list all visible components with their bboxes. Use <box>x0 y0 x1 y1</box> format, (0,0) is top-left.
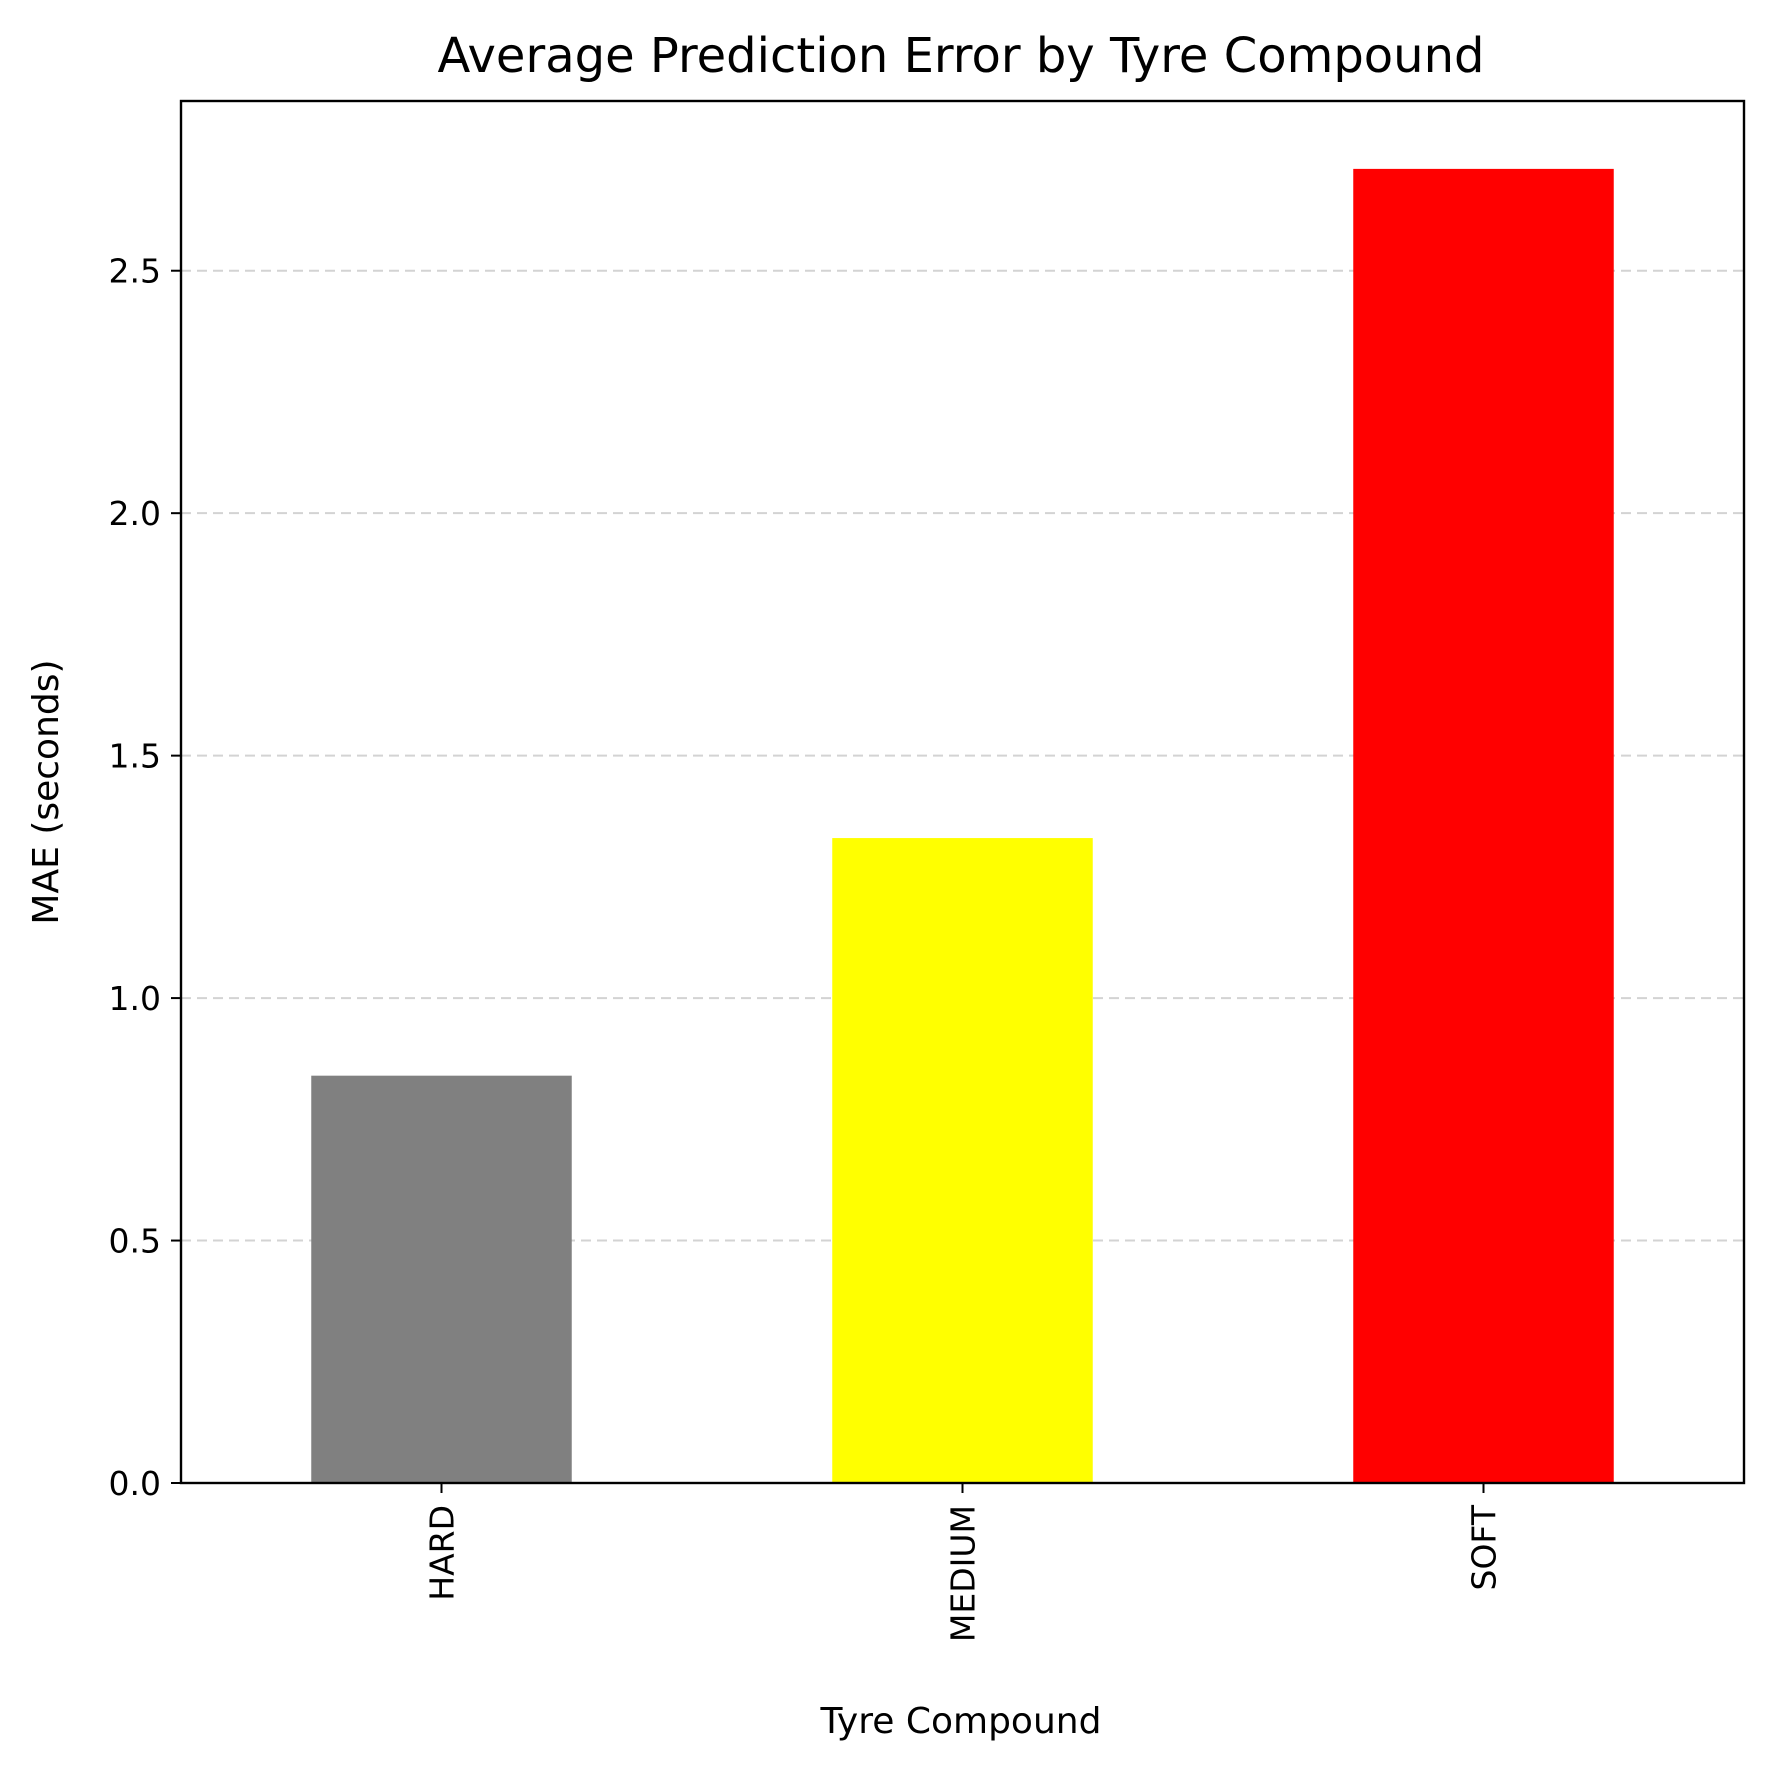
x-tick-label: HARD <box>423 1505 462 1601</box>
y-tick-label: 1.5 <box>109 737 161 776</box>
bar-soft <box>1353 168 1614 1484</box>
y-tick-label: 0.0 <box>109 1464 161 1503</box>
y-tick-label: 2.5 <box>109 252 161 291</box>
y-tick-label: 2.0 <box>109 494 161 533</box>
x-tick-label: MEDIUM <box>944 1505 983 1642</box>
y-tick-label: 0.5 <box>109 1222 161 1261</box>
x-axis-label: Tyre Compound <box>820 1701 1102 1742</box>
chart-title: Average Prediction Error by Tyre Compoun… <box>438 28 1485 84</box>
bar-hard <box>311 1075 572 1483</box>
x-tick-label: SOFT <box>1465 1504 1504 1590</box>
bars <box>311 168 1614 1484</box>
bar-medium <box>832 838 1093 1483</box>
y-tick-label: 1.0 <box>109 979 161 1018</box>
x-axis-ticks: HARD MEDIUM SOFT <box>423 1483 1504 1642</box>
y-axis-label: MAE (seconds) <box>26 659 67 924</box>
y-axis-ticks: 0.0 0.5 1.0 1.5 2.0 2.5 <box>109 252 181 1503</box>
